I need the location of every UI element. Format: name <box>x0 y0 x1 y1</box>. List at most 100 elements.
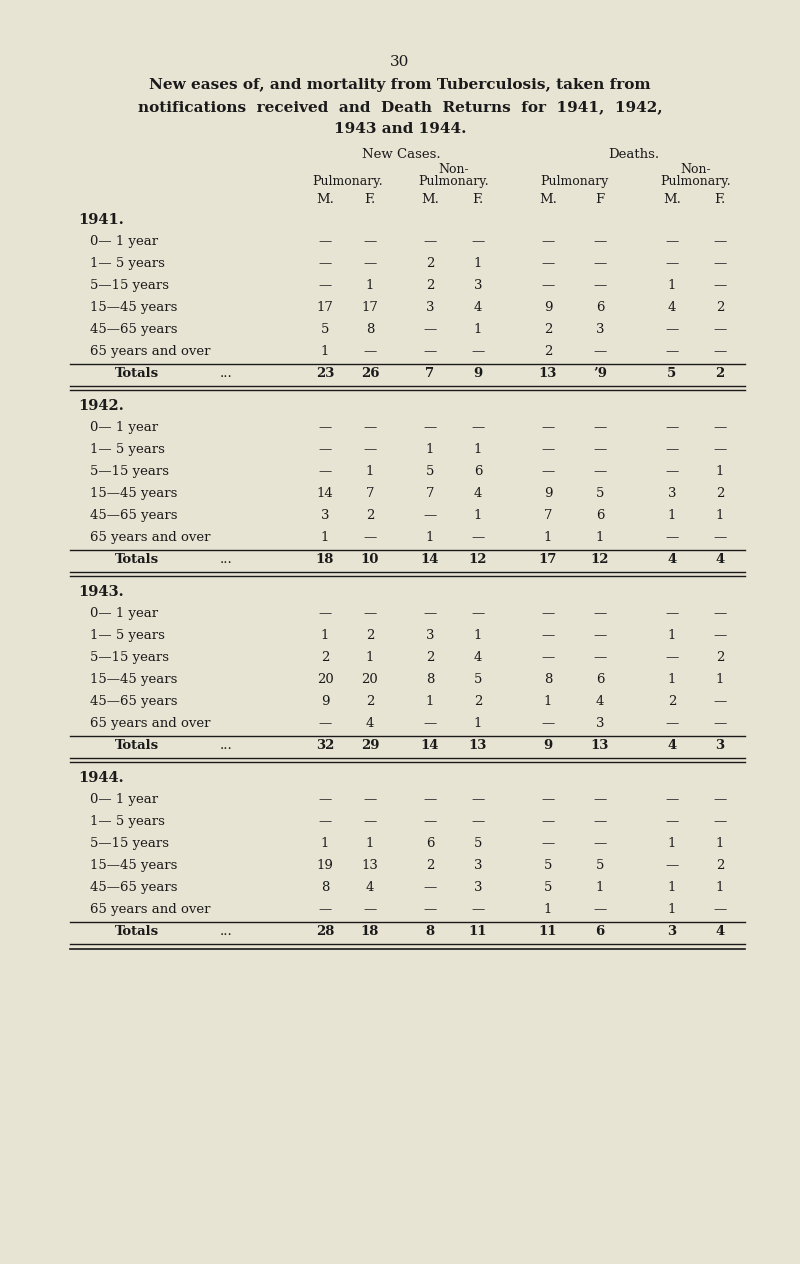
Text: 3: 3 <box>715 739 725 752</box>
Text: 1: 1 <box>366 279 374 292</box>
Text: —: — <box>471 815 485 828</box>
Text: 1: 1 <box>668 881 676 894</box>
Text: 5—15 years: 5—15 years <box>90 279 169 292</box>
Text: 10: 10 <box>361 554 379 566</box>
Text: New Cases.: New Cases. <box>362 148 441 161</box>
Text: 2: 2 <box>366 629 374 642</box>
Text: M.: M. <box>663 193 681 206</box>
Text: —: — <box>471 345 485 358</box>
Text: —: — <box>594 235 606 248</box>
Text: 17: 17 <box>317 301 334 313</box>
Text: Pulmonary.: Pulmonary. <box>661 174 731 188</box>
Text: 13: 13 <box>591 739 609 752</box>
Text: ...: ... <box>220 554 233 566</box>
Text: 4: 4 <box>715 554 725 566</box>
Text: 28: 28 <box>316 925 334 938</box>
Text: ...: ... <box>220 367 233 380</box>
Text: 5—15 years: 5—15 years <box>90 465 169 478</box>
Text: 18: 18 <box>361 925 379 938</box>
Text: —: — <box>363 421 377 434</box>
Text: 15—45 years: 15—45 years <box>90 301 178 313</box>
Text: —: — <box>363 815 377 828</box>
Text: 4: 4 <box>474 651 482 664</box>
Text: 3: 3 <box>321 509 330 522</box>
Text: —: — <box>594 629 606 642</box>
Text: —: — <box>423 324 437 336</box>
Text: —: — <box>542 235 554 248</box>
Text: 4: 4 <box>596 695 604 708</box>
Text: 2: 2 <box>544 324 552 336</box>
Text: 18: 18 <box>316 554 334 566</box>
Text: 32: 32 <box>316 739 334 752</box>
Text: —: — <box>594 902 606 916</box>
Text: 8: 8 <box>321 881 329 894</box>
Text: —: — <box>666 815 678 828</box>
Text: 4: 4 <box>668 301 676 313</box>
Text: —: — <box>714 345 726 358</box>
Text: 1941.: 1941. <box>78 214 124 228</box>
Text: 1: 1 <box>321 629 329 642</box>
Text: —: — <box>542 279 554 292</box>
Text: —: — <box>714 695 726 708</box>
Text: 9: 9 <box>321 695 330 708</box>
Text: 1: 1 <box>474 509 482 522</box>
Text: Totals: Totals <box>115 925 159 938</box>
Text: 1: 1 <box>474 324 482 336</box>
Text: —: — <box>423 717 437 731</box>
Text: Pulmonary.: Pulmonary. <box>312 174 383 188</box>
Text: 1— 5 years: 1— 5 years <box>90 815 165 828</box>
Text: 2: 2 <box>366 509 374 522</box>
Text: 1: 1 <box>668 629 676 642</box>
Text: 2: 2 <box>474 695 482 708</box>
Text: 5: 5 <box>321 324 329 336</box>
Text: —: — <box>666 345 678 358</box>
Text: 1: 1 <box>716 837 724 849</box>
Text: 6: 6 <box>474 465 482 478</box>
Text: 17: 17 <box>362 301 378 313</box>
Text: 2: 2 <box>715 367 725 380</box>
Text: 1: 1 <box>716 881 724 894</box>
Text: 1: 1 <box>544 902 552 916</box>
Text: —: — <box>714 324 726 336</box>
Text: —: — <box>363 531 377 544</box>
Text: 9: 9 <box>543 739 553 752</box>
Text: —: — <box>714 442 726 456</box>
Text: Totals: Totals <box>115 739 159 752</box>
Text: 1: 1 <box>668 837 676 849</box>
Text: 45—65 years: 45—65 years <box>90 324 178 336</box>
Text: —: — <box>594 279 606 292</box>
Text: 17: 17 <box>539 554 557 566</box>
Text: 2: 2 <box>426 860 434 872</box>
Text: 1: 1 <box>366 837 374 849</box>
Text: 1: 1 <box>668 279 676 292</box>
Text: 7: 7 <box>544 509 552 522</box>
Text: 2: 2 <box>716 651 724 664</box>
Text: 19: 19 <box>317 860 334 872</box>
Text: —: — <box>318 465 332 478</box>
Text: M.: M. <box>421 193 439 206</box>
Text: —: — <box>471 235 485 248</box>
Text: 20: 20 <box>362 672 378 686</box>
Text: ...: ... <box>220 739 233 752</box>
Text: 1: 1 <box>716 672 724 686</box>
Text: 1: 1 <box>321 345 329 358</box>
Text: F: F <box>595 193 605 206</box>
Text: 1— 5 years: 1— 5 years <box>90 442 165 456</box>
Text: ’9: ’9 <box>593 367 607 380</box>
Text: 6: 6 <box>596 672 604 686</box>
Text: 45—65 years: 45—65 years <box>90 695 178 708</box>
Text: —: — <box>714 531 726 544</box>
Text: 1: 1 <box>596 881 604 894</box>
Text: 7: 7 <box>426 487 434 501</box>
Text: —: — <box>666 324 678 336</box>
Text: —: — <box>666 235 678 248</box>
Text: 1: 1 <box>544 531 552 544</box>
Text: —: — <box>363 257 377 270</box>
Text: 1: 1 <box>474 442 482 456</box>
Text: 11: 11 <box>469 925 487 938</box>
Text: 1: 1 <box>426 531 434 544</box>
Text: notifications  received  and  Death  Returns  for  1941,  1942,: notifications received and Death Returns… <box>138 100 662 114</box>
Text: —: — <box>542 442 554 456</box>
Text: —: — <box>363 345 377 358</box>
Text: Totals: Totals <box>115 554 159 566</box>
